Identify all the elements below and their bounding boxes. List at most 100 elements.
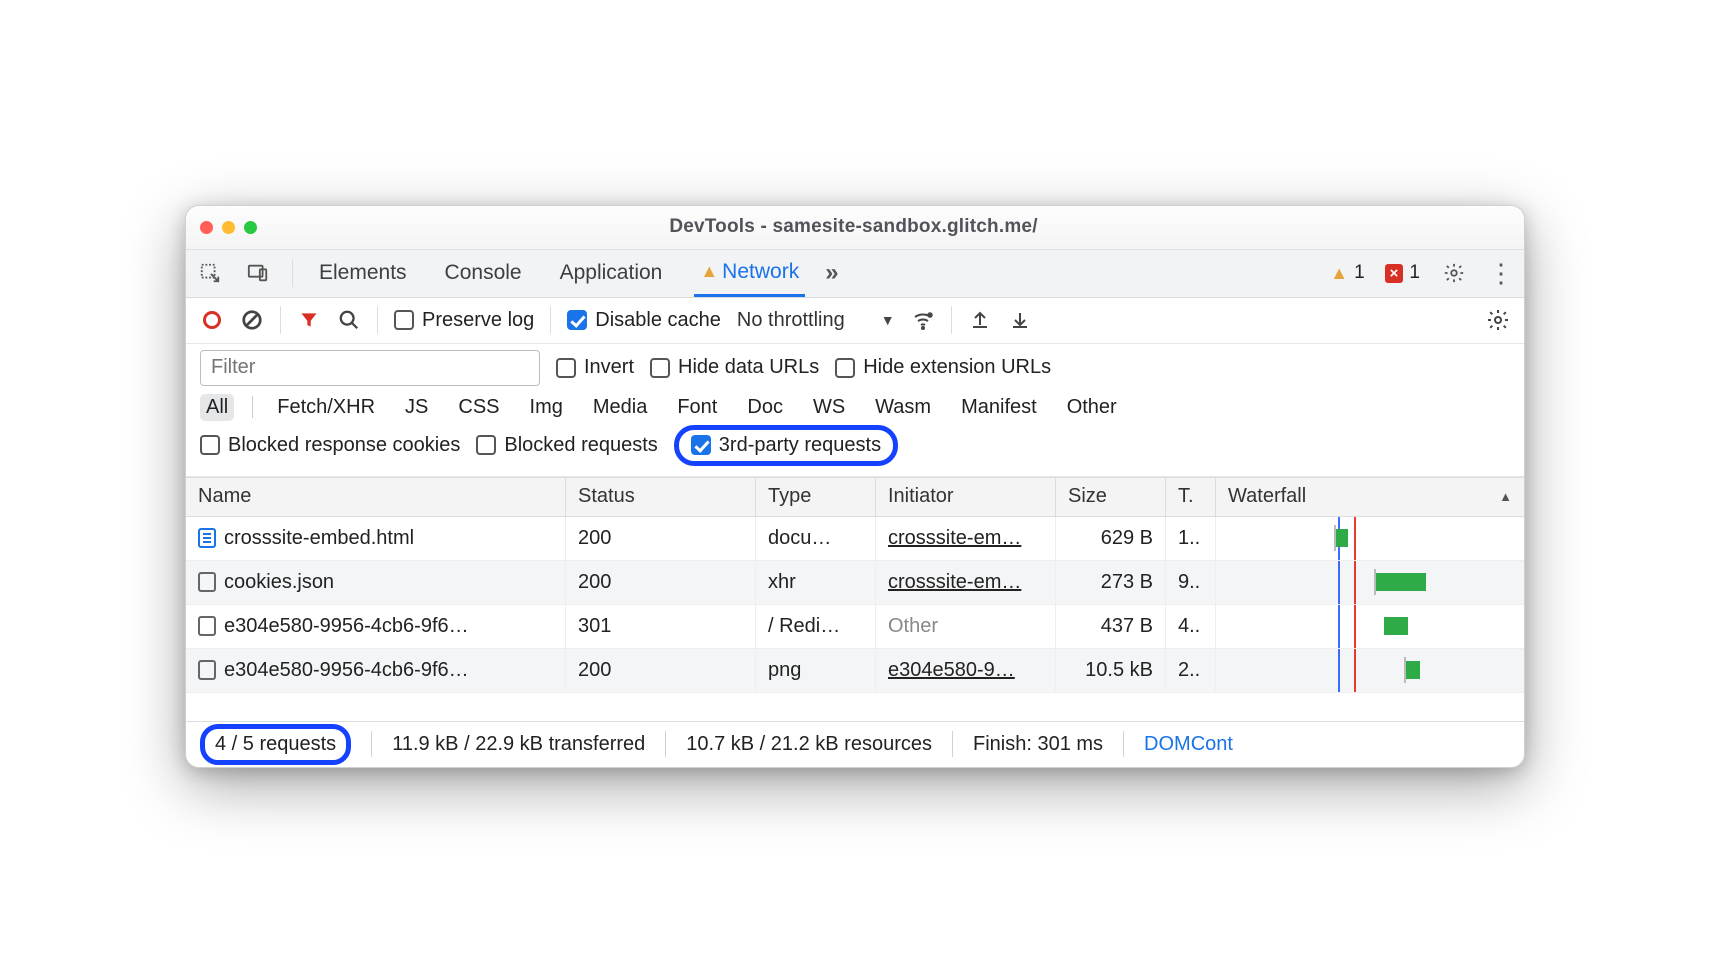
blocked-cookies-checkbox[interactable]: Blocked response cookies <box>200 434 460 457</box>
table-body: crosssite-embed.html200docu…crosssite-em… <box>186 517 1524 721</box>
record-icon[interactable] <box>200 308 224 332</box>
hide-extension-urls-checkbox[interactable]: Hide extension URLs <box>835 356 1051 379</box>
filter-icon[interactable] <box>297 308 321 332</box>
network-conditions-icon[interactable] <box>911 308 935 332</box>
col-name[interactable]: Name <box>186 478 566 516</box>
filter-input[interactable] <box>200 350 540 386</box>
search-icon[interactable] <box>337 308 361 332</box>
type-filter-manifest[interactable]: Manifest <box>955 394 1043 421</box>
type-filter-media[interactable]: Media <box>587 394 653 421</box>
devtools-window: DevTools - samesite-sandbox.glitch.me/ E… <box>185 205 1525 768</box>
type-filter-js[interactable]: JS <box>399 394 434 421</box>
status-finish: Finish: 301 ms <box>973 733 1103 756</box>
third-party-requests-checkbox[interactable]: 3rd-party requests <box>691 434 881 457</box>
requests-table: Name Status Type Initiator Size T. Water… <box>186 477 1524 721</box>
type-filter-other[interactable]: Other <box>1061 394 1123 421</box>
col-initiator[interactable]: Initiator <box>876 478 1056 516</box>
inspect-icon[interactable] <box>196 259 224 287</box>
file-icon <box>198 660 216 680</box>
table-row[interactable]: crosssite-embed.html200docu…crosssite-em… <box>186 517 1524 561</box>
tab-application[interactable]: Application <box>554 261 669 285</box>
network-toolbar: Preserve log Disable cache No throttling… <box>186 298 1524 344</box>
filter-row: Invert Hide data URLs Hide extension URL… <box>186 344 1524 392</box>
type-filter-fetchxhr[interactable]: Fetch/XHR <box>271 394 381 421</box>
table-row[interactable]: cookies.json200xhrcrosssite-em…273 B9.. <box>186 561 1524 605</box>
checkbox-icon <box>394 310 414 330</box>
separator <box>371 731 372 757</box>
separator <box>377 306 378 334</box>
type-filter-all[interactable]: All <box>200 394 234 421</box>
checkbox-icon <box>556 358 576 378</box>
status-domcontent[interactable]: DOMCont <box>1144 733 1233 756</box>
status-bar: 4 / 5 requests 11.9 kB / 22.9 kB transfe… <box>186 721 1524 767</box>
file-icon <box>198 572 216 592</box>
throttling-select[interactable]: No throttling ▼ <box>737 309 895 332</box>
table-row[interactable]: e304e580-9956-4cb6-9f6…200pnge304e580-9…… <box>186 649 1524 693</box>
separator <box>292 259 293 287</box>
checkbox-icon <box>835 358 855 378</box>
requests-highlight: 4 / 5 requests <box>200 724 351 765</box>
status-requests: 4 / 5 requests <box>215 733 336 755</box>
separator <box>550 306 551 334</box>
error-count[interactable]: × 1 <box>1385 262 1420 284</box>
type-filter-font[interactable]: Font <box>671 394 723 421</box>
separator <box>951 306 952 334</box>
separator <box>252 396 253 418</box>
sort-asc-icon: ▲ <box>1499 489 1512 504</box>
warning-icon: ▲ <box>1330 263 1348 284</box>
status-transferred: 11.9 kB / 22.9 kB transferred <box>392 733 645 756</box>
clear-icon[interactable] <box>240 308 264 332</box>
settings-icon[interactable] <box>1440 259 1468 287</box>
col-waterfall[interactable]: Waterfall▲ <box>1216 478 1524 516</box>
kebab-menu-icon[interactable]: ⋮ <box>1488 260 1514 286</box>
export-har-icon[interactable] <box>968 308 992 332</box>
titlebar: DevTools - samesite-sandbox.glitch.me/ <box>186 206 1524 250</box>
document-icon <box>198 528 216 548</box>
file-icon <box>198 616 216 636</box>
table-row[interactable]: e304e580-9956-4cb6-9f6…301/ Redi…Other43… <box>186 605 1524 649</box>
separator <box>280 306 281 334</box>
type-filter-ws[interactable]: WS <box>807 394 851 421</box>
traffic-lights <box>200 221 257 234</box>
invert-checkbox[interactable]: Invert <box>556 356 634 379</box>
tab-elements[interactable]: Elements <box>313 261 413 285</box>
type-filter-row: All Fetch/XHR JS CSS Img Media Font Doc WS Wasm Ma… <box>186 392 1524 425</box>
separator <box>665 731 666 757</box>
type-filter-css[interactable]: CSS <box>452 394 505 421</box>
checkbox-icon <box>567 310 587 330</box>
tab-network[interactable]: ▲Network <box>694 249 805 297</box>
col-size[interactable]: Size <box>1056 478 1166 516</box>
tab-console[interactable]: Console <box>439 261 528 285</box>
filter-row-2: Blocked response cookies Blocked request… <box>186 425 1524 477</box>
blocked-requests-checkbox[interactable]: Blocked requests <box>476 434 657 457</box>
type-filter-img[interactable]: Img <box>524 394 569 421</box>
more-tabs-icon[interactable]: » <box>825 259 838 287</box>
tabs-bar: Elements Console Application ▲Network » ▲ 1… <box>186 250 1524 298</box>
col-status[interactable]: Status <box>566 478 756 516</box>
import-har-icon[interactable] <box>1008 308 1032 332</box>
device-toolbar-icon[interactable] <box>244 259 272 287</box>
minimize-dot[interactable] <box>222 221 235 234</box>
third-party-highlight: 3rd-party requests <box>674 425 898 466</box>
checkbox-icon <box>200 435 220 455</box>
error-icon: × <box>1385 264 1404 283</box>
checkbox-icon <box>691 435 711 455</box>
table-header: Name Status Type Initiator Size T. Water… <box>186 477 1524 517</box>
warning-icon: ▲ <box>700 261 718 282</box>
window-title: DevTools - samesite-sandbox.glitch.me/ <box>257 216 1450 238</box>
hide-data-urls-checkbox[interactable]: Hide data URLs <box>650 356 819 379</box>
zoom-dot[interactable] <box>244 221 257 234</box>
close-dot[interactable] <box>200 221 213 234</box>
warning-count[interactable]: ▲ 1 <box>1330 262 1364 284</box>
checkbox-icon <box>476 435 496 455</box>
status-resources: 10.7 kB / 21.2 kB resources <box>686 733 932 756</box>
type-filter-doc[interactable]: Doc <box>741 394 789 421</box>
network-settings-icon[interactable] <box>1486 308 1510 332</box>
checkbox-icon <box>650 358 670 378</box>
disable-cache-checkbox[interactable]: Disable cache <box>567 309 721 332</box>
type-filter-wasm[interactable]: Wasm <box>869 394 937 421</box>
chevron-down-icon: ▼ <box>881 312 895 328</box>
col-type[interactable]: Type <box>756 478 876 516</box>
col-time[interactable]: T. <box>1166 478 1216 516</box>
preserve-log-checkbox[interactable]: Preserve log <box>394 309 534 332</box>
